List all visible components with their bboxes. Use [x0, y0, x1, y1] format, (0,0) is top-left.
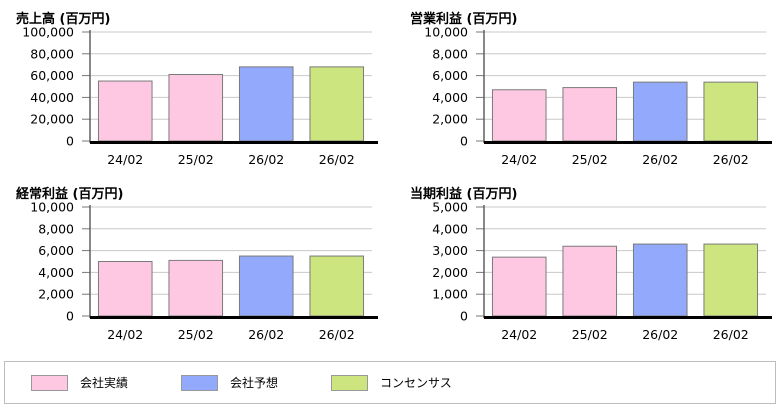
x-tick-label: 24/02 — [107, 152, 143, 167]
bar — [168, 74, 224, 142]
legend-label: 会社予想 — [230, 376, 279, 390]
bar — [703, 243, 759, 317]
y-tick-label: 0 — [460, 309, 468, 324]
x-tick-label: 26/02 — [248, 327, 284, 342]
y-tick-label: 100,000 — [22, 25, 74, 40]
legend-item-actual: 会社実績 — [31, 374, 128, 391]
bar — [562, 87, 618, 142]
y-tick-label: 4,000 — [432, 221, 468, 236]
x-tick-label: 26/02 — [713, 327, 749, 342]
y-tick-label: 5,000 — [432, 200, 468, 215]
y-tick-label: 1,000 — [432, 287, 468, 302]
bar — [309, 66, 365, 142]
y-tick-label: 0 — [66, 309, 74, 324]
y-tick-label: 2,000 — [432, 265, 468, 280]
x-tick-label: 24/02 — [501, 152, 537, 167]
x-tick-label: 26/02 — [713, 152, 749, 167]
bar-chart-operating-income: 0 2,000 4,000 6,000 8,000 10,000 24/02 25/02 26/… — [424, 25, 772, 167]
bar — [491, 89, 547, 142]
x-tick-label: 26/02 — [642, 327, 678, 342]
legend-label: 会社実績 — [80, 376, 129, 390]
y-tick-label: 40,000 — [30, 90, 74, 105]
y-tick-label: 8,000 — [38, 221, 74, 236]
legend-swatch — [331, 374, 368, 391]
y-tick-label: 0 — [66, 134, 74, 149]
bar-chart-net-income: 0 1,000 2,000 3,000 4,000 5,000 24/02 25/02 26/0… — [432, 200, 772, 342]
x-tick-label: 26/02 — [642, 152, 678, 167]
chart-panel-ordinary-income: 経常利益 (百万円) 0 2,000 4,000 6,000 8,000 10,000 24… — [16, 183, 396, 353]
bar — [632, 81, 688, 142]
chart-title: 当期利益 (百万円) — [410, 187, 518, 202]
y-tick-label: 8,000 — [432, 46, 468, 61]
y-tick-label: 3,000 — [432, 243, 468, 258]
x-tick-label: 25/02 — [178, 327, 214, 342]
y-tick-label: 4,000 — [432, 90, 468, 105]
y-tick-label: 0 — [460, 134, 468, 149]
y-tick-label: 4,000 — [38, 265, 74, 280]
chart-title: 営業利益 (百万円) — [410, 12, 518, 27]
x-tick-label: 25/02 — [178, 152, 214, 167]
legend-swatch — [181, 374, 218, 391]
x-tick-label: 26/02 — [248, 152, 284, 167]
y-tick-label: 2,000 — [38, 287, 74, 302]
chart-panel-operating-income: 営業利益 (百万円) 0 2,000 4,000 6,000 8,000 10,000 24… — [410, 8, 781, 178]
bar — [562, 245, 618, 317]
bar — [238, 255, 294, 317]
chart-title: 売上高 (百万円) — [16, 12, 111, 27]
bar — [703, 81, 759, 142]
legend-swatch — [31, 374, 68, 391]
legend: 会社実績 会社予想 コンセンサス — [4, 361, 776, 404]
bar-chart-sales: 0 20,000 40,000 60,000 80,000 100,000 24/02 25/… — [22, 25, 378, 167]
y-tick-label: 60,000 — [30, 68, 74, 83]
legend-label: コンセンサス — [380, 376, 452, 390]
chart-panel-net-income: 当期利益 (百万円) 0 1,000 2,000 3,000 4,000 5,000 24/… — [410, 183, 781, 353]
y-tick-label: 6,000 — [432, 68, 468, 83]
legend-item-forecast: 会社予想 — [181, 374, 278, 391]
chart-panel-sales: 売上高 (百万円) 0 20,000 40,000 60,000 80,000 100,0… — [16, 8, 396, 178]
y-tick-label: 80,000 — [30, 46, 74, 61]
bar — [491, 256, 547, 317]
legend-item-consensus: コンセンサス — [331, 374, 452, 391]
y-tick-label: 10,000 — [30, 200, 74, 215]
x-tick-label: 26/02 — [319, 327, 355, 342]
y-tick-label: 6,000 — [38, 243, 74, 258]
x-tick-label: 25/02 — [572, 327, 608, 342]
bar-chart-ordinary-income: 0 2,000 4,000 6,000 8,000 10,000 24/02 25/02 26/… — [30, 200, 378, 342]
bar — [168, 259, 224, 317]
bar — [632, 243, 688, 317]
x-tick-label: 25/02 — [572, 152, 608, 167]
bar — [97, 80, 153, 142]
chart-title: 経常利益 (百万円) — [16, 187, 124, 202]
x-tick-label: 24/02 — [107, 327, 143, 342]
bar — [309, 255, 365, 317]
y-tick-label: 2,000 — [432, 112, 468, 127]
y-tick-label: 20,000 — [30, 112, 74, 127]
bar — [97, 261, 153, 317]
x-tick-label: 26/02 — [319, 152, 355, 167]
y-tick-label: 10,000 — [424, 25, 468, 40]
bar — [238, 66, 294, 142]
x-tick-label: 24/02 — [501, 327, 537, 342]
